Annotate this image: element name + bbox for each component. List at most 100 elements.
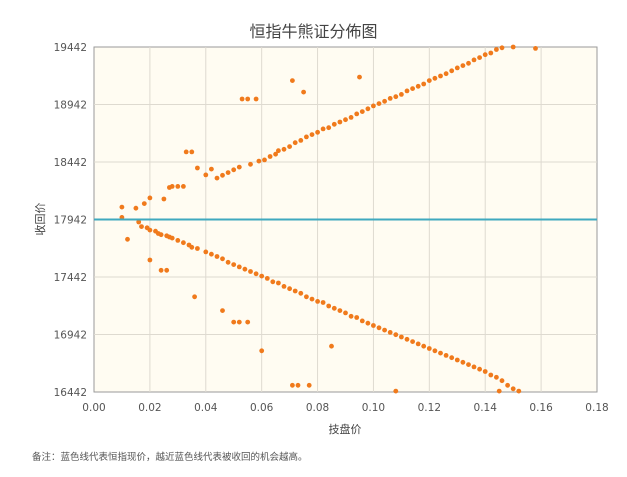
scatter-point	[281, 146, 287, 152]
scatter-point	[304, 134, 309, 140]
y-tick-label: 18442	[54, 157, 87, 169]
scatter-point	[410, 86, 415, 91]
scatter-point	[267, 154, 273, 159]
scatter-point	[359, 109, 365, 114]
scatter-point	[348, 115, 354, 120]
scatter-point	[273, 151, 278, 157]
scatter-point	[147, 195, 153, 201]
scatter-point	[225, 259, 231, 265]
x-tick-label: 0.02	[138, 402, 161, 414]
scatter-point	[295, 382, 301, 388]
tick-labels: 0.00 0.02 0.04 0.06 0.08 0.10 0.12 0.14 0.16 0.18…	[54, 42, 609, 414]
scatter-point	[382, 327, 387, 333]
scatter-point	[438, 73, 443, 79]
scatter-point	[460, 63, 466, 68]
scatter-point	[298, 138, 304, 143]
scatter-point	[432, 75, 438, 81]
scatter-point	[175, 238, 181, 243]
x-tick-label: 0.14	[474, 402, 498, 414]
scatter-point	[220, 172, 225, 178]
scatter-point	[236, 264, 242, 270]
scatter-point	[354, 315, 360, 320]
scatter-point	[365, 106, 371, 112]
x-tick-label: 0.06	[250, 402, 274, 414]
x-tick-label: 0.18	[585, 402, 608, 414]
scatter-point	[432, 348, 438, 354]
scatter-point	[147, 257, 153, 263]
scatter-point	[139, 224, 144, 230]
scatter-point	[262, 157, 267, 163]
footnote: 备注：蓝色线代表恒指现价，越近蓝色线代表被收回的机会越高。	[32, 452, 308, 463]
scatter-point	[326, 125, 332, 131]
scatter-point	[404, 336, 410, 342]
scatter-point	[471, 364, 477, 370]
scatter-point	[270, 279, 276, 285]
y-tick-label: 17442	[54, 272, 87, 284]
scatter-point	[471, 57, 477, 63]
scatter-point	[158, 232, 164, 238]
scatter-point	[298, 290, 304, 296]
scatter-point	[443, 71, 449, 77]
scatter-point	[337, 119, 343, 125]
scatter-point	[477, 55, 482, 60]
chart-title: 恒指牛熊证分佈图	[249, 22, 378, 41]
scatter-point	[399, 92, 404, 97]
scatter-point	[248, 269, 253, 274]
scatter-point	[169, 184, 175, 189]
scatter-point	[203, 172, 209, 178]
x-tick-label: 0.04	[194, 402, 218, 414]
scatter-point	[499, 45, 505, 51]
scatter-point	[421, 343, 427, 349]
scatter-point	[460, 359, 466, 365]
scatter-points	[119, 44, 538, 394]
x-tick-label: 0.16	[529, 402, 553, 414]
scatter-point	[133, 205, 139, 211]
scatter-point	[125, 236, 130, 242]
y-tick-label: 16942	[54, 330, 87, 342]
scatter-point	[256, 158, 262, 164]
y-tick-label: 17942	[54, 215, 87, 227]
scatter-point	[415, 83, 421, 89]
scatter-point	[141, 201, 147, 207]
scatter-point	[231, 319, 237, 325]
scatter-point	[359, 318, 365, 324]
scatter-point	[253, 271, 259, 277]
scatter-point	[343, 117, 348, 123]
scatter-point	[309, 132, 315, 138]
scatter-point	[231, 167, 237, 173]
scatter-point	[410, 339, 415, 344]
scatter-point	[365, 320, 371, 326]
scatter-point	[399, 334, 404, 340]
scatter-point	[337, 308, 343, 313]
scatter-point	[415, 341, 421, 347]
scatter-point	[454, 357, 460, 363]
scatter-point	[382, 98, 387, 104]
scatter-point	[331, 121, 337, 127]
scatter-point	[287, 144, 292, 150]
scatter-point	[454, 65, 460, 71]
scatter-point	[315, 129, 320, 135]
scatter-point	[203, 249, 209, 255]
x-tick-label: 0.10	[362, 402, 385, 414]
scatter-point	[281, 284, 287, 289]
scatter-point	[181, 184, 186, 189]
scatter-point	[533, 46, 538, 51]
scatter-point	[404, 88, 410, 94]
scatter-point	[510, 44, 516, 50]
scatter-point	[393, 332, 399, 338]
scatter-point	[510, 386, 516, 392]
scatter-point	[438, 350, 443, 356]
scatter-point	[466, 362, 471, 367]
scatter-point	[494, 47, 499, 52]
scatter-point	[426, 346, 432, 351]
scatter-point	[119, 204, 125, 210]
scatter-point	[393, 388, 399, 394]
scatter-point	[175, 184, 181, 189]
scatter-point	[181, 240, 186, 246]
scatter-point	[290, 382, 295, 388]
scatter-point	[482, 52, 488, 58]
scatter-point	[225, 170, 231, 176]
scatter-point	[466, 60, 471, 66]
scatter-point	[426, 78, 432, 83]
